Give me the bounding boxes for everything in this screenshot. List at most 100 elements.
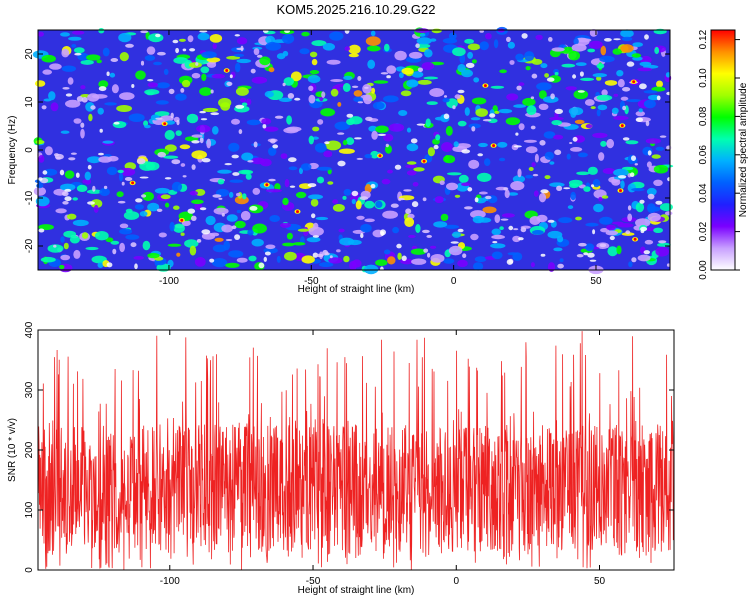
- snr-x-tick-label: -100: [160, 576, 180, 587]
- heatmap-cell: [351, 190, 359, 197]
- heatmap-cell: [419, 33, 426, 37]
- heatmap-cell: [119, 242, 125, 253]
- heatmap-cell: [416, 123, 425, 126]
- heatmap-cell: [427, 147, 435, 157]
- heatmap-cell: [226, 81, 233, 86]
- heatmap-cell: [87, 164, 92, 170]
- heatmap-cell: [65, 93, 73, 97]
- heatmap-cell: [443, 258, 455, 264]
- heatmap-cell: [468, 123, 481, 129]
- heatmap-cell: [613, 93, 619, 97]
- heatmap-cell: [301, 31, 310, 37]
- heatmap-cell: [64, 196, 72, 202]
- heatmap-cell: [472, 215, 485, 224]
- heatmap-cell: [626, 99, 642, 103]
- heatmap-cell: [68, 157, 76, 161]
- heatmap-cell: [448, 32, 457, 40]
- heatmap-cell: [147, 202, 160, 212]
- heatmap-cell: [587, 252, 595, 258]
- heatmap-cell: [312, 235, 319, 238]
- heatmap-cell: [94, 231, 109, 241]
- heatmap-cell: [583, 252, 589, 256]
- heatmap-cell: [567, 205, 574, 210]
- heatmap-cell: [290, 71, 302, 82]
- heatmap-cell: [630, 172, 635, 177]
- heatmap-cell: [329, 31, 344, 41]
- heatmap-cell: [517, 168, 522, 178]
- heatmap-cell: [360, 233, 364, 239]
- heatmap-cell: [632, 42, 643, 47]
- heatmap-cell: [474, 197, 479, 203]
- heatmap-cell: [515, 132, 519, 136]
- heatmap-cell: [110, 58, 119, 62]
- heatmap-cell: [235, 87, 249, 96]
- heatmap-cell: [448, 245, 463, 256]
- snr-y-tick-label: 400: [24, 321, 35, 338]
- heatmap-cell: [62, 87, 70, 90]
- heatmap-cell: [182, 175, 187, 178]
- heatmap-cell: [111, 84, 119, 94]
- heatmap-cell: [655, 200, 663, 205]
- heatmap-cell: [182, 48, 187, 52]
- heatmap-cell: [637, 67, 653, 72]
- heatmap-cell: [247, 229, 254, 236]
- heatmap-cell: [106, 166, 118, 176]
- heatmap-cell: [373, 80, 389, 84]
- heatmap-cell: [530, 262, 535, 268]
- heatmap-cell: [506, 36, 511, 43]
- heatmap-cell: [229, 191, 234, 198]
- heatmap-cell: [91, 255, 107, 264]
- heatmap-cell: [191, 164, 196, 170]
- heatmap-cell: [342, 139, 348, 146]
- heatmap-cell: [105, 237, 114, 243]
- heatmap-cell: [405, 208, 412, 214]
- heatmap-cell: [600, 140, 607, 147]
- heatmap-cell: [247, 160, 254, 163]
- heatmap-cell: [310, 198, 319, 207]
- heatmap-cell: [396, 243, 402, 249]
- heatmap-cell: [426, 234, 433, 238]
- heatmap-cell: [98, 152, 104, 156]
- heatmap-cell: [500, 218, 509, 221]
- heatmap-cell: [38, 228, 45, 233]
- heatmap-cell: [482, 119, 492, 122]
- heatmap-cell: [272, 144, 279, 149]
- heatmap-cell: [394, 50, 407, 61]
- heatmap-cell: [667, 177, 672, 182]
- heatmap-cell: [622, 105, 626, 111]
- heatmap-cell: [268, 178, 276, 182]
- heatmap-cell: [155, 33, 161, 38]
- heatmap-cell: [259, 56, 271, 66]
- heatmap-cell: [597, 104, 608, 111]
- heatmap-cell: [332, 199, 339, 204]
- heatmap-cell: [356, 215, 365, 220]
- heatmap-cell: [339, 237, 355, 246]
- heatmap-cell: [577, 90, 585, 93]
- heatmap-cell: [367, 59, 376, 69]
- heatmap-cell: [344, 46, 351, 51]
- heatmap-cell: [478, 142, 488, 148]
- heatmap-cell: [413, 167, 425, 172]
- heatmap-cell: [404, 217, 415, 227]
- heatmap-cell: [199, 87, 212, 96]
- heatmap-cell: [631, 257, 637, 263]
- heatmap-cell: [616, 70, 624, 77]
- heatmap-cell: [337, 102, 342, 107]
- heatmap-cell: [59, 264, 65, 270]
- heatmap-cell: [42, 69, 52, 75]
- heatmap-cell: [473, 77, 480, 83]
- heatmap-cell: [659, 203, 673, 212]
- heatmap-peak: [619, 189, 622, 193]
- heatmap-cell: [314, 143, 327, 153]
- heatmap-cell: [414, 28, 430, 34]
- heatmap-cell: [398, 198, 405, 201]
- heatmap-cell: [241, 152, 254, 161]
- heatmap-cell: [285, 126, 302, 132]
- heatmap-cell: [175, 47, 180, 54]
- heatmap-cell: [87, 93, 100, 102]
- heatmap-cell: [491, 234, 505, 240]
- heatmap-cell: [274, 115, 284, 119]
- heatmap-cell: [246, 119, 261, 126]
- heatmap-cell: [35, 196, 50, 207]
- heatmap-cell: [307, 75, 321, 84]
